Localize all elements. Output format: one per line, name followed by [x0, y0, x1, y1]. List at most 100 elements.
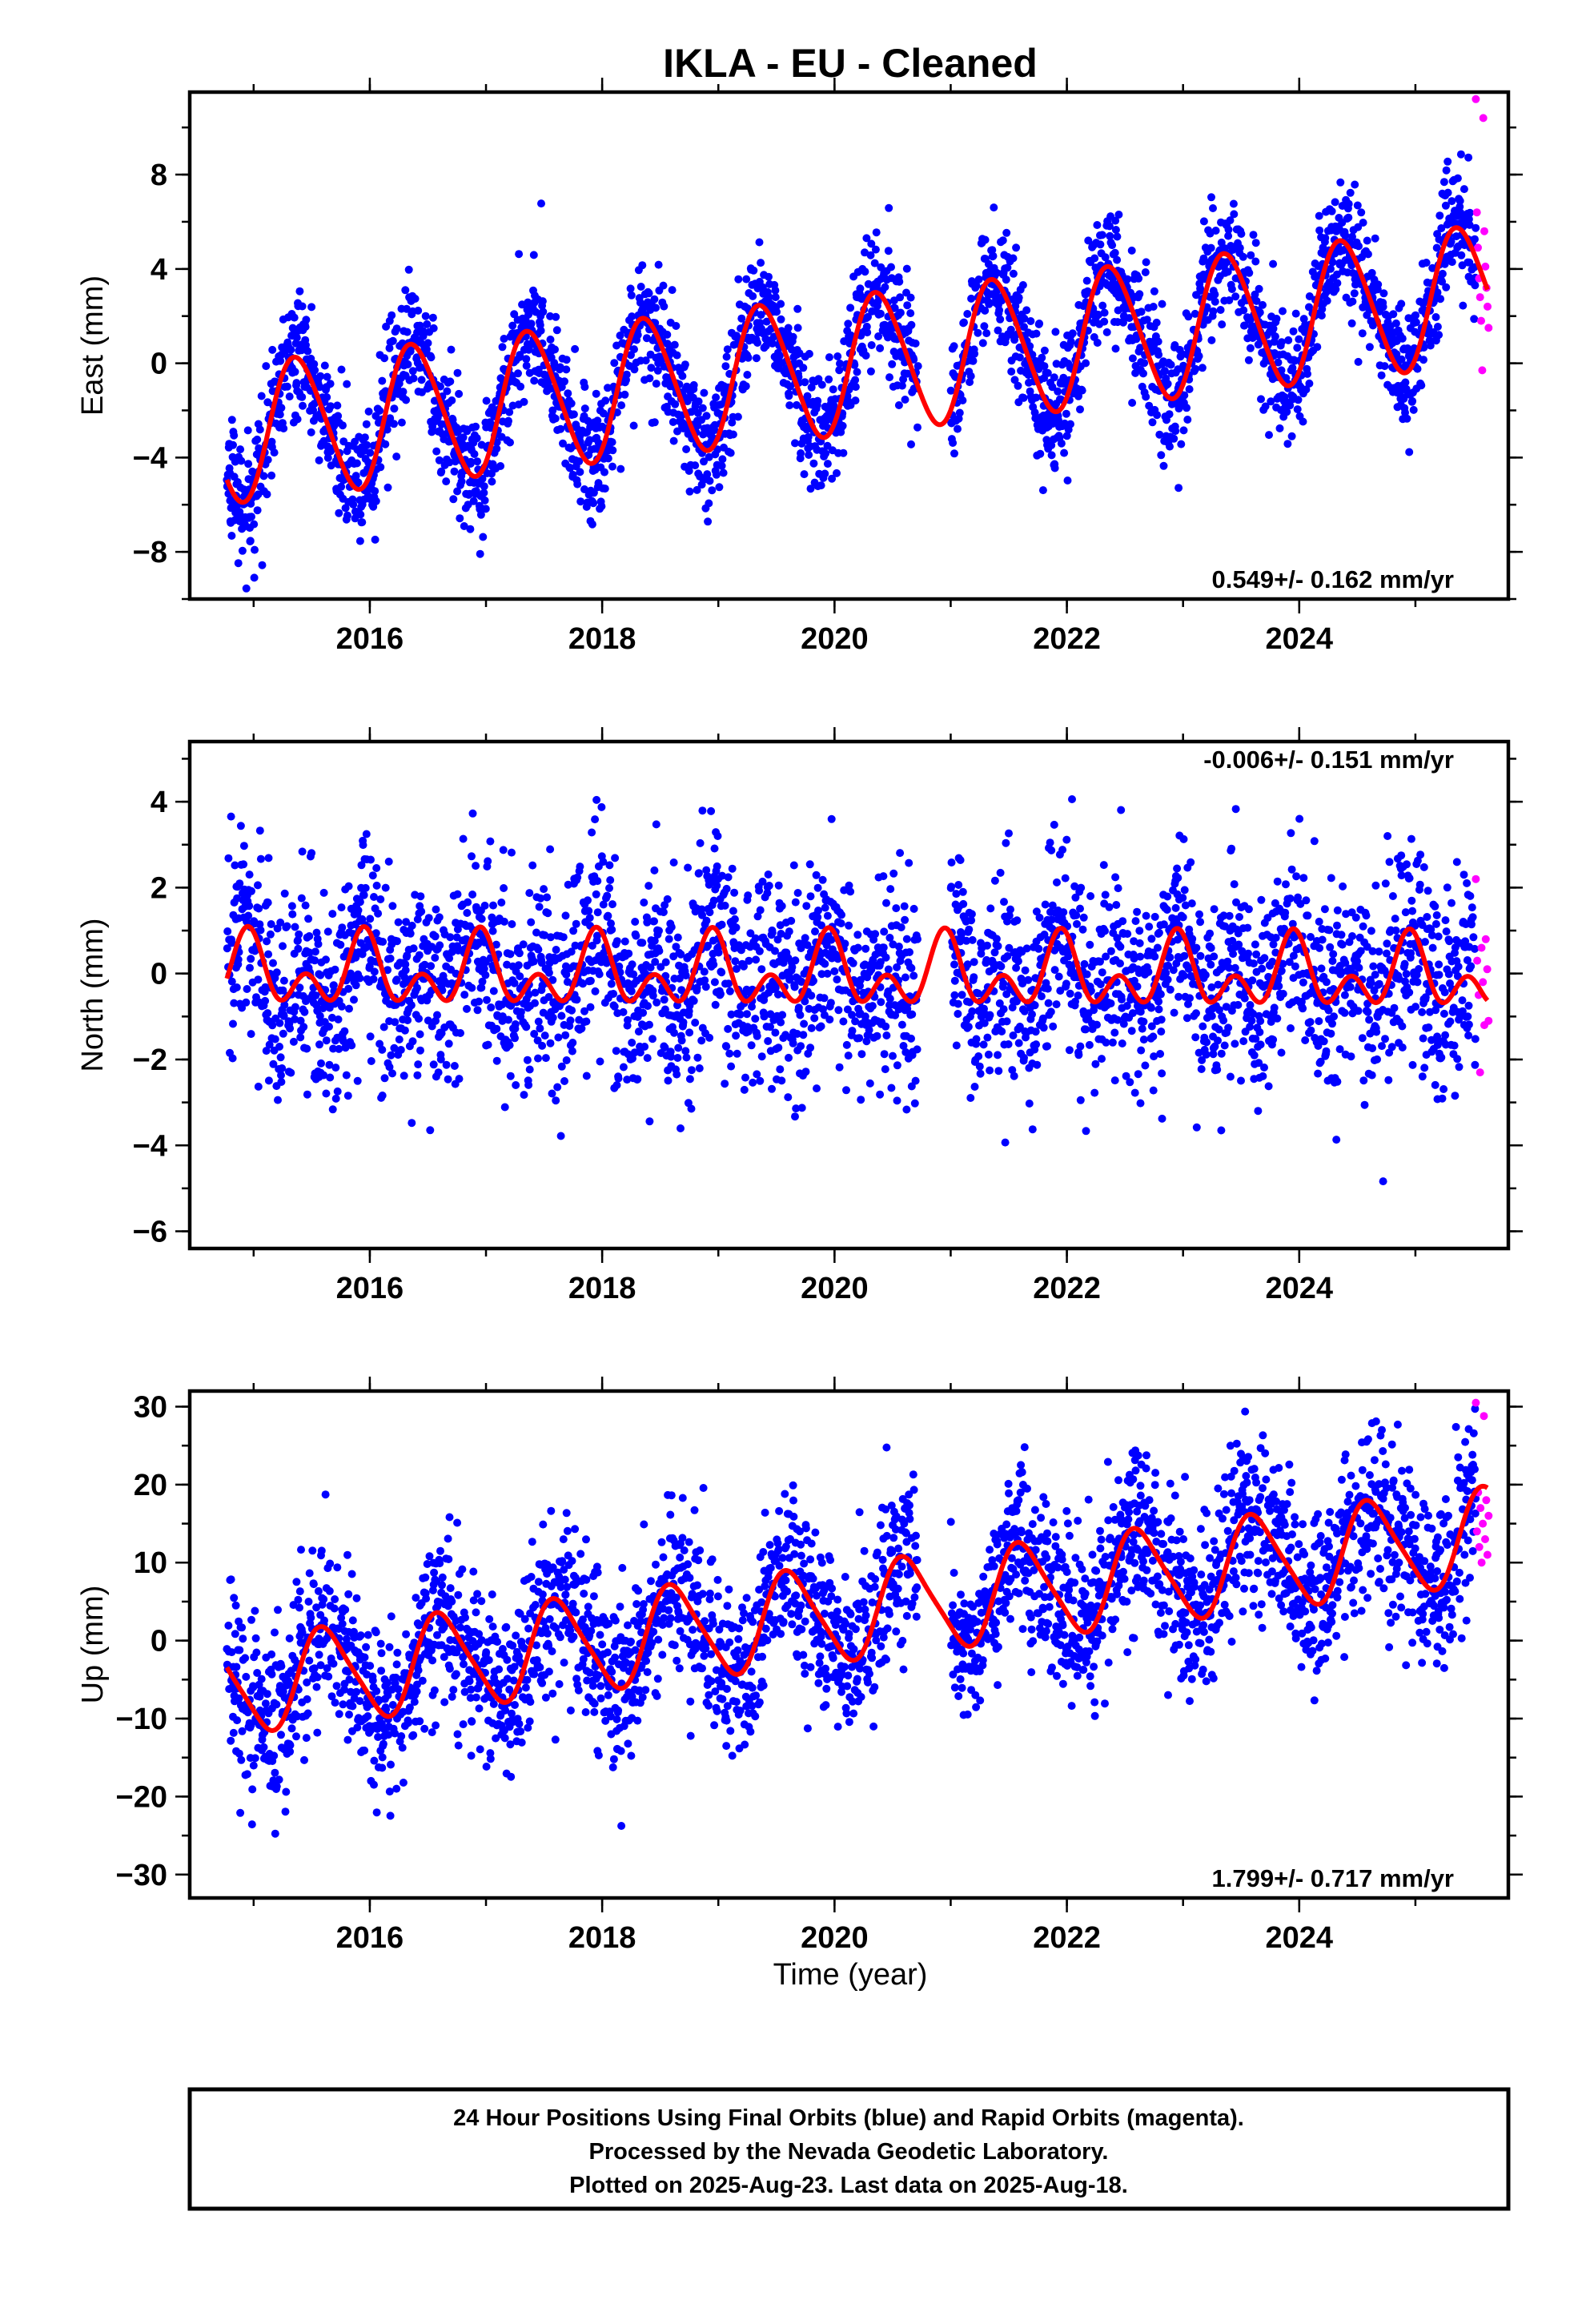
final-orbit-point — [705, 476, 714, 485]
final-orbit-point — [687, 1104, 696, 1113]
final-orbit-point — [520, 397, 528, 406]
final-orbit-point — [705, 1033, 714, 1042]
final-orbit-point — [1216, 306, 1225, 314]
final-orbit-point — [540, 1031, 549, 1040]
final-orbit-point — [805, 349, 813, 358]
final-orbit-point — [1227, 285, 1236, 293]
final-orbit-point — [1014, 1039, 1023, 1047]
final-orbit-point — [1037, 992, 1046, 1001]
final-orbit-point — [522, 355, 531, 364]
final-orbit-point — [337, 365, 346, 374]
final-orbit-point — [605, 861, 614, 870]
final-orbit-point — [994, 1051, 1002, 1059]
final-orbit-point — [416, 892, 425, 901]
final-orbit-point — [954, 424, 962, 433]
final-orbit-point — [367, 1057, 375, 1065]
final-orbit-point — [505, 408, 514, 416]
final-orbit-point — [876, 1090, 885, 1099]
final-orbit-point — [909, 904, 918, 913]
final-orbit-point — [496, 462, 505, 470]
final-orbit-point — [576, 862, 584, 871]
final-orbit-point — [1161, 367, 1169, 376]
final-orbit-point — [243, 985, 251, 993]
final-orbit-point — [427, 962, 436, 971]
final-orbit-point — [347, 1041, 356, 1050]
final-orbit-point — [1050, 373, 1058, 382]
final-orbit-point — [1471, 235, 1479, 243]
final-orbit-point — [804, 432, 813, 441]
final-orbit-point — [648, 991, 657, 1000]
final-orbit-point — [828, 474, 837, 483]
final-orbit-point — [227, 416, 236, 424]
final-orbit-point — [743, 371, 752, 379]
final-orbit-point — [732, 964, 741, 973]
final-orbit-point — [371, 535, 379, 544]
final-orbit-point — [1149, 303, 1158, 311]
final-orbit-point — [608, 925, 616, 934]
final-orbit-point — [1179, 426, 1188, 435]
final-orbit-point — [597, 502, 606, 511]
final-orbit-point — [263, 456, 272, 464]
final-orbit-point — [323, 927, 332, 936]
final-orbit-point — [584, 896, 592, 905]
final-orbit-point — [689, 996, 698, 1005]
final-orbit-point — [320, 361, 329, 370]
final-orbit-point — [361, 883, 370, 892]
final-orbit-point — [1249, 231, 1258, 239]
final-orbit-point — [267, 471, 276, 480]
final-orbit-point — [789, 1039, 797, 1047]
final-orbit-point — [669, 418, 677, 426]
final-orbit-point — [322, 1036, 331, 1045]
final-orbit-point — [524, 990, 533, 999]
final-orbit-point — [500, 335, 508, 343]
final-orbit-point — [596, 1057, 604, 1066]
final-orbit-point — [453, 368, 462, 377]
final-orbit-point — [1435, 211, 1444, 220]
final-orbit-point — [755, 238, 764, 247]
final-orbit-point — [538, 1041, 547, 1050]
final-orbit-point — [256, 926, 265, 935]
final-orbit-point — [1195, 352, 1203, 360]
final-orbit-point — [771, 286, 780, 295]
final-orbit-point — [999, 1005, 1008, 1014]
final-orbit-point — [279, 942, 287, 951]
final-orbit-point — [588, 828, 596, 837]
final-orbit-point — [263, 937, 271, 946]
final-orbit-point — [972, 1035, 981, 1043]
final-orbit-point — [390, 1043, 399, 1052]
final-orbit-point — [401, 966, 410, 975]
final-orbit-point — [1344, 199, 1353, 208]
final-orbit-point — [1413, 364, 1422, 373]
final-orbit-point — [278, 1064, 287, 1072]
final-orbit-point — [998, 1027, 1006, 1035]
final-orbit-point — [1341, 231, 1350, 239]
final-orbit-point — [1093, 221, 1102, 229]
final-orbit-point — [1327, 207, 1336, 215]
final-orbit-point — [417, 376, 426, 384]
final-orbit-point — [552, 946, 560, 954]
final-orbit-point — [299, 401, 307, 410]
final-orbit-point — [989, 251, 998, 260]
final-orbit-point — [600, 485, 609, 493]
final-orbit-point — [669, 952, 678, 961]
final-orbit-point — [986, 904, 995, 913]
final-orbit-point — [608, 438, 616, 447]
final-orbit-point — [245, 870, 254, 879]
final-orbit-point — [343, 1092, 352, 1100]
final-orbit-point — [264, 1076, 273, 1085]
final-orbit-point — [1134, 274, 1143, 283]
final-orbit-point — [475, 997, 484, 1006]
final-orbit-point — [342, 1071, 351, 1080]
final-orbit-point — [697, 1036, 706, 1045]
final-orbit-point — [806, 1043, 815, 1052]
final-orbit-point — [325, 1023, 333, 1031]
x-tick-label: 2022 — [1033, 622, 1101, 656]
final-orbit-point — [614, 1074, 623, 1083]
final-orbit-point — [723, 345, 732, 354]
final-orbit-point — [305, 932, 314, 940]
final-orbit-point — [1028, 1125, 1037, 1134]
final-orbit-point — [1239, 252, 1247, 261]
final-orbit-point — [679, 1018, 688, 1027]
final-orbit-point — [386, 954, 395, 963]
final-orbit-point — [1111, 344, 1120, 353]
